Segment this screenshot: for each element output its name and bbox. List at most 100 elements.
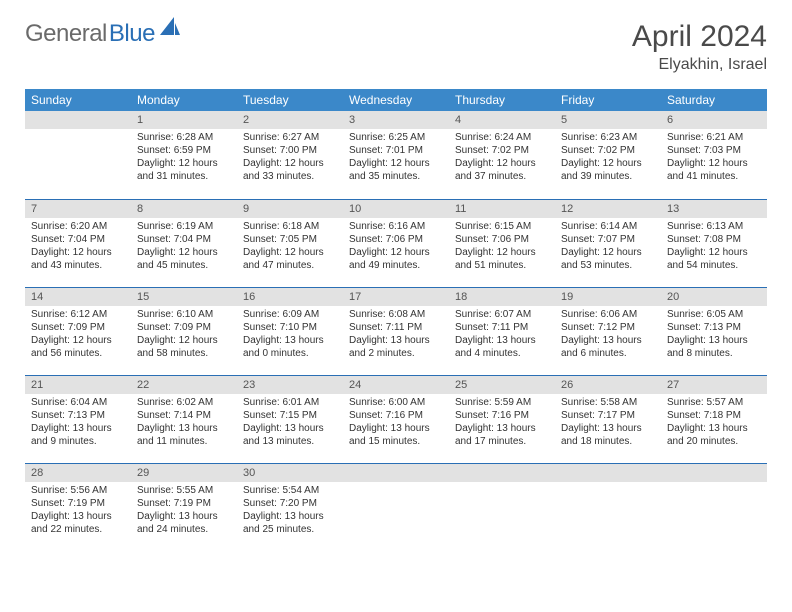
day-number: 7	[25, 200, 131, 218]
weekday-header: Thursday	[449, 89, 555, 111]
calendar-cell: 11Sunrise: 6:15 AMSunset: 7:06 PMDayligh…	[449, 199, 555, 287]
day-number: 16	[237, 288, 343, 306]
day-number: 14	[25, 288, 131, 306]
day-number: 21	[25, 376, 131, 394]
sunrise-text: Sunrise: 6:25 AM	[349, 131, 443, 144]
day-number-band	[25, 111, 131, 129]
daylight-text: Daylight: 12 hours and 56 minutes.	[31, 334, 125, 360]
sunset-text: Sunset: 7:05 PM	[243, 233, 337, 246]
sunrise-text: Sunrise: 6:16 AM	[349, 220, 443, 233]
day-number: 28	[25, 464, 131, 482]
sunrise-text: Sunrise: 6:12 AM	[31, 308, 125, 321]
daylight-text: Daylight: 12 hours and 53 minutes.	[561, 246, 655, 272]
cell-body: Sunrise: 6:24 AMSunset: 7:02 PMDaylight:…	[449, 129, 555, 187]
sunrise-text: Sunrise: 6:04 AM	[31, 396, 125, 409]
cell-body: Sunrise: 6:16 AMSunset: 7:06 PMDaylight:…	[343, 218, 449, 276]
daylight-text: Daylight: 12 hours and 54 minutes.	[667, 246, 761, 272]
day-number-band	[449, 464, 555, 482]
daylight-text: Daylight: 12 hours and 33 minutes.	[243, 157, 337, 183]
daylight-text: Daylight: 13 hours and 0 minutes.	[243, 334, 337, 360]
calendar-week-row: 1 Sunrise: 6:28 AMSunset: 6:59 PM Daylight…	[25, 111, 767, 199]
day-number-band	[661, 464, 767, 482]
day-number: 27	[661, 376, 767, 394]
day-number: 12	[555, 200, 661, 218]
calendar-cell	[25, 111, 131, 199]
sunset-text: Sunset: 7:06 PM	[455, 233, 549, 246]
cell-body: Sunrise: 5:59 AMSunset: 7:16 PMDaylight:…	[449, 394, 555, 452]
cell-body: Sunrise: 6:07 AMSunset: 7:11 PMDaylight:…	[449, 306, 555, 364]
sunrise-text: Sunrise: 6:23 AM	[561, 131, 655, 144]
day-number: 5	[555, 111, 661, 129]
sunrise-text: Sunrise: 6:24 AM	[455, 131, 549, 144]
day-number: 30	[237, 464, 343, 482]
calendar-week-row: 14Sunrise: 6:12 AMSunset: 7:09 PMDayligh…	[25, 287, 767, 375]
day-number: 1	[131, 111, 237, 129]
day-number: 19	[555, 288, 661, 306]
cell-body: Sunrise: 6:18 AMSunset: 7:05 PMDaylight:…	[237, 218, 343, 276]
calendar-cell: 19Sunrise: 6:06 AMSunset: 7:12 PMDayligh…	[555, 287, 661, 375]
daylight-text: Daylight: 12 hours and 39 minutes.	[561, 157, 655, 183]
calendar-header-row: SundayMondayTuesdayWednesdayThursdayFrid…	[25, 89, 767, 111]
calendar-cell	[661, 463, 767, 551]
calendar-cell: 5Sunrise: 6:23 AMSunset: 7:02 PMDaylight…	[555, 111, 661, 199]
cell-body: Sunrise: 6:19 AMSunset: 7:04 PMDaylight:…	[131, 218, 237, 276]
cell-body: Sunrise: 6:20 AMSunset: 7:04 PMDaylight:…	[25, 218, 131, 276]
daylight-text: Daylight: 12 hours and 49 minutes.	[349, 246, 443, 272]
calendar-cell: 16Sunrise: 6:09 AMSunset: 7:10 PMDayligh…	[237, 287, 343, 375]
weekday-header: Monday	[131, 89, 237, 111]
cell-body: Sunrise: 6:08 AMSunset: 7:11 PMDaylight:…	[343, 306, 449, 364]
calendar-week-row: 7Sunrise: 6:20 AMSunset: 7:04 PMDaylight…	[25, 199, 767, 287]
cell-body: Sunrise: 6:05 AMSunset: 7:13 PMDaylight:…	[661, 306, 767, 364]
sunset-text: Sunset: 7:16 PM	[349, 409, 443, 422]
logo-sail-icon	[160, 17, 180, 40]
cell-body: Sunrise: 6:02 AMSunset: 7:14 PMDaylight:…	[131, 394, 237, 452]
sunset-text: Sunset: 7:17 PM	[561, 409, 655, 422]
daylight-text: Daylight: 13 hours and 11 minutes.	[137, 422, 231, 448]
day-number: 2	[237, 111, 343, 129]
cell-body: Sunrise: 5:56 AMSunset: 7:19 PMDaylight:…	[25, 482, 131, 540]
sunset-text: Sunset: 6:59 PM	[137, 144, 231, 157]
sunrise-text: Sunrise: 6:28 AM	[137, 131, 231, 144]
day-number: 22	[131, 376, 237, 394]
daylight-text: Daylight: 13 hours and 6 minutes.	[561, 334, 655, 360]
day-number: 8	[131, 200, 237, 218]
calendar-cell: 29Sunrise: 5:55 AMSunset: 7:19 PMDayligh…	[131, 463, 237, 551]
sunrise-text: Sunrise: 6:20 AM	[31, 220, 125, 233]
sunset-text: Sunset: 7:01 PM	[349, 144, 443, 157]
day-number: 9	[237, 200, 343, 218]
cell-body: Sunrise: 6:27 AMSunset: 7:00 PMDaylight:…	[237, 129, 343, 187]
weekday-header: Friday	[555, 89, 661, 111]
sunrise-text: Sunrise: 6:21 AM	[667, 131, 761, 144]
daylight-text: Daylight: 13 hours and 22 minutes.	[31, 510, 125, 536]
daylight-text: Daylight: 12 hours and 45 minutes.	[137, 246, 231, 272]
page-header: GeneralBlue April 2024 Elyakhin, Israel	[25, 20, 767, 74]
calendar-cell: 13Sunrise: 6:13 AMSunset: 7:08 PMDayligh…	[661, 199, 767, 287]
calendar-cell: 30Sunrise: 5:54 AMSunset: 7:20 PMDayligh…	[237, 463, 343, 551]
day-number-band	[343, 464, 449, 482]
cell-body: Sunrise: 5:57 AMSunset: 7:18 PMDaylight:…	[661, 394, 767, 452]
sunrise-text: Sunrise: 6:08 AM	[349, 308, 443, 321]
day-number: 18	[449, 288, 555, 306]
sunset-text: Sunset: 7:18 PM	[667, 409, 761, 422]
sunset-text: Sunset: 7:09 PM	[31, 321, 125, 334]
sunset-text: Sunset: 7:14 PM	[137, 409, 231, 422]
daylight-text: Daylight: 12 hours and 43 minutes.	[31, 246, 125, 272]
calendar-cell: 9Sunrise: 6:18 AMSunset: 7:05 PMDaylight…	[237, 199, 343, 287]
day-number: 20	[661, 288, 767, 306]
sunset-text: Sunset: 7:15 PM	[243, 409, 337, 422]
sunrise-text: Sunrise: 6:19 AM	[137, 220, 231, 233]
sunset-text: Sunset: 7:04 PM	[137, 233, 231, 246]
sunset-text: Sunset: 7:11 PM	[349, 321, 443, 334]
sunrise-text: Sunrise: 5:56 AM	[31, 484, 125, 497]
day-number: 6	[661, 111, 767, 129]
sunrise-text: Sunrise: 6:14 AM	[561, 220, 655, 233]
sunset-text: Sunset: 7:16 PM	[455, 409, 549, 422]
day-number: 11	[449, 200, 555, 218]
weekday-header: Tuesday	[237, 89, 343, 111]
sunrise-text: Sunrise: 6:13 AM	[667, 220, 761, 233]
sunrise-text: Sunrise: 6:06 AM	[561, 308, 655, 321]
cell-body: Sunrise: 6:00 AMSunset: 7:16 PMDaylight:…	[343, 394, 449, 452]
daylight-text: Daylight: 13 hours and 9 minutes.	[31, 422, 125, 448]
cell-body: Sunrise: 6:25 AMSunset: 7:01 PMDaylight:…	[343, 129, 449, 187]
calendar-cell: 3Sunrise: 6:25 AMSunset: 7:01 PMDaylight…	[343, 111, 449, 199]
